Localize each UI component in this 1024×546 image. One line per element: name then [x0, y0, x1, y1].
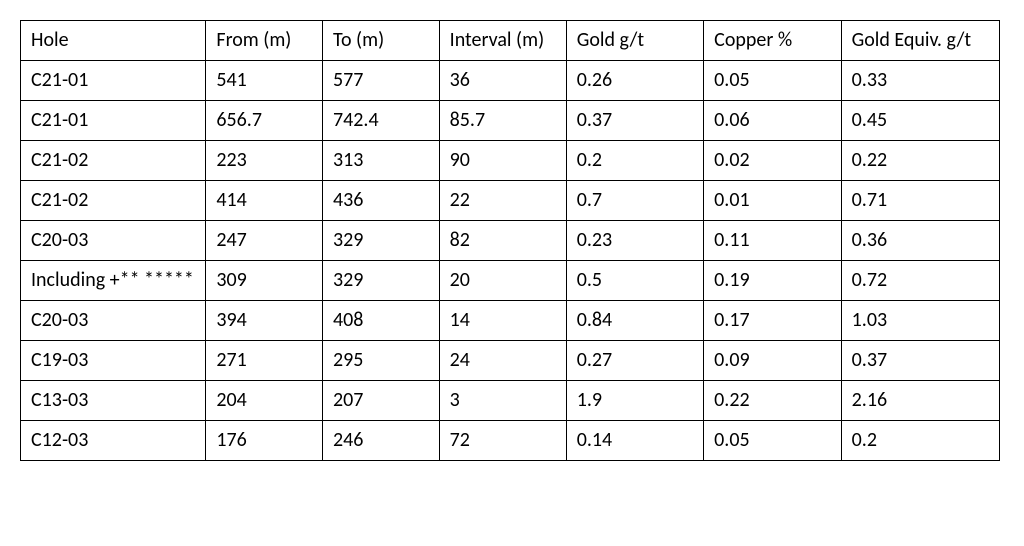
col-copper: Copper %	[704, 21, 841, 61]
cell-from: 394	[206, 301, 323, 341]
drill-results-table: Hole From (m) To (m) Interval (m) Gold g…	[20, 20, 1000, 461]
cell-hole: C19-03	[21, 341, 206, 381]
cell-from: 176	[206, 421, 323, 461]
col-gold: Gold g/t	[566, 21, 703, 61]
cell-to: 577	[323, 61, 440, 101]
table-row: C20-03 247 329 82 0.23 0.11 0.36	[21, 221, 1000, 261]
cell-from: 309	[206, 261, 323, 301]
cell-gold-equiv: 0.2	[841, 421, 999, 461]
cell-interval: 22	[439, 181, 566, 221]
cell-gold: 0.5	[566, 261, 703, 301]
cell-to: 436	[323, 181, 440, 221]
cell-interval: 20	[439, 261, 566, 301]
cell-gold-equiv: 1.03	[841, 301, 999, 341]
col-from: From (m)	[206, 21, 323, 61]
cell-to: 246	[323, 421, 440, 461]
table-row: Including +** ***** 309 329 20 0.5 0.19 …	[21, 261, 1000, 301]
cell-gold-equiv: 0.45	[841, 101, 999, 141]
cell-from: 223	[206, 141, 323, 181]
cell-copper: 0.11	[704, 221, 841, 261]
cell-gold-equiv: 0.37	[841, 341, 999, 381]
header-row: Hole From (m) To (m) Interval (m) Gold g…	[21, 21, 1000, 61]
cell-hole: C21-02	[21, 141, 206, 181]
cell-copper: 0.02	[704, 141, 841, 181]
cell-to: 329	[323, 221, 440, 261]
col-gold-equiv: Gold Equiv. g/t	[841, 21, 999, 61]
cell-copper: 0.05	[704, 421, 841, 461]
cell-interval: 24	[439, 341, 566, 381]
table-body: C21-01 541 577 36 0.26 0.05 0.33 C21-01 …	[21, 61, 1000, 461]
cell-to: 313	[323, 141, 440, 181]
cell-from: 541	[206, 61, 323, 101]
cell-gold: 0.14	[566, 421, 703, 461]
cell-interval: 85.7	[439, 101, 566, 141]
cell-gold-equiv: 0.36	[841, 221, 999, 261]
cell-gold-equiv: 0.33	[841, 61, 999, 101]
cell-gold: 1.9	[566, 381, 703, 421]
cell-to: 295	[323, 341, 440, 381]
cell-gold: 0.37	[566, 101, 703, 141]
cell-hole: C13-03	[21, 381, 206, 421]
cell-interval: 36	[439, 61, 566, 101]
cell-gold-equiv: 0.22	[841, 141, 999, 181]
col-hole: Hole	[21, 21, 206, 61]
cell-copper: 0.05	[704, 61, 841, 101]
cell-to: 329	[323, 261, 440, 301]
cell-hole: C20-03	[21, 221, 206, 261]
cell-gold: 0.7	[566, 181, 703, 221]
cell-from: 271	[206, 341, 323, 381]
cell-gold: 0.27	[566, 341, 703, 381]
table-row: C21-02 414 436 22 0.7 0.01 0.71	[21, 181, 1000, 221]
table-row: C13-03 204 207 3 1.9 0.22 2.16	[21, 381, 1000, 421]
col-interval: Interval (m)	[439, 21, 566, 61]
cell-hole: C21-01	[21, 61, 206, 101]
cell-copper: 0.17	[704, 301, 841, 341]
cell-hole: C21-02	[21, 181, 206, 221]
cell-copper: 0.01	[704, 181, 841, 221]
cell-copper: 0.09	[704, 341, 841, 381]
cell-copper: 0.19	[704, 261, 841, 301]
cell-to: 207	[323, 381, 440, 421]
table-header: Hole From (m) To (m) Interval (m) Gold g…	[21, 21, 1000, 61]
col-to: To (m)	[323, 21, 440, 61]
table-row: C21-02 223 313 90 0.2 0.02 0.22	[21, 141, 1000, 181]
cell-hole: Including +** *****	[21, 261, 206, 301]
table-row: C20-03 394 408 14 0.84 0.17 1.03	[21, 301, 1000, 341]
cell-gold: 0.23	[566, 221, 703, 261]
table-row: C19-03 271 295 24 0.27 0.09 0.37	[21, 341, 1000, 381]
cell-from: 204	[206, 381, 323, 421]
cell-to: 408	[323, 301, 440, 341]
cell-hole: C12-03	[21, 421, 206, 461]
cell-from: 414	[206, 181, 323, 221]
cell-interval: 90	[439, 141, 566, 181]
cell-copper: 0.22	[704, 381, 841, 421]
cell-gold-equiv: 2.16	[841, 381, 999, 421]
cell-gold: 0.84	[566, 301, 703, 341]
cell-interval: 3	[439, 381, 566, 421]
cell-interval: 72	[439, 421, 566, 461]
table-row: C21-01 541 577 36 0.26 0.05 0.33	[21, 61, 1000, 101]
cell-from: 656.7	[206, 101, 323, 141]
table-row: C12-03 176 246 72 0.14 0.05 0.2	[21, 421, 1000, 461]
cell-gold: 0.26	[566, 61, 703, 101]
cell-hole: C20-03	[21, 301, 206, 341]
cell-gold-equiv: 0.72	[841, 261, 999, 301]
table-row: C21-01 656.7 742.4 85.7 0.37 0.06 0.45	[21, 101, 1000, 141]
cell-gold-equiv: 0.71	[841, 181, 999, 221]
cell-interval: 14	[439, 301, 566, 341]
cell-copper: 0.06	[704, 101, 841, 141]
cell-interval: 82	[439, 221, 566, 261]
cell-gold: 0.2	[566, 141, 703, 181]
cell-to: 742.4	[323, 101, 440, 141]
cell-from: 247	[206, 221, 323, 261]
cell-hole: C21-01	[21, 101, 206, 141]
